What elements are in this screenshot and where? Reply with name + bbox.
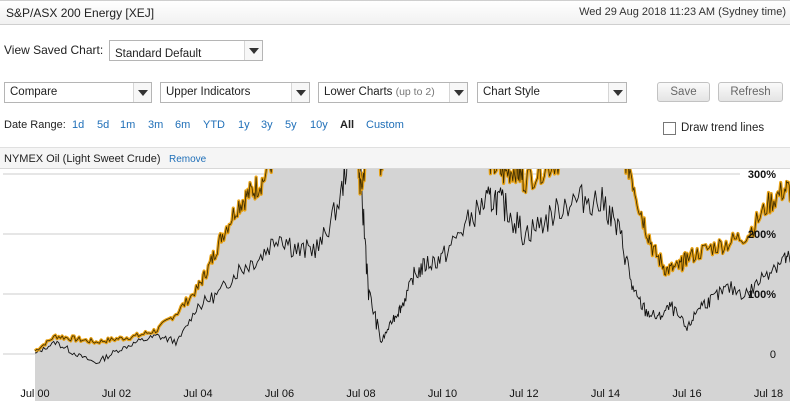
range-1y[interactable]: 1y [238, 119, 250, 131]
range-3y[interactable]: 3y [261, 119, 273, 131]
lower-charts-select[interactable]: Lower Charts (up to 2) [318, 82, 468, 103]
lower-charts-value: Lower Charts (up to 2) [324, 86, 435, 98]
range-5d[interactable]: 5d [97, 119, 110, 131]
timestamp: Wed 29 Aug 2018 11:23 AM (Sydney time) [579, 6, 786, 18]
save-button[interactable]: Save [657, 82, 710, 102]
x-tick-label: Jul 18 [754, 388, 783, 400]
compare-label: Compare [10, 86, 58, 98]
x-tick-label: Jul 16 [672, 388, 701, 400]
x-tick-label: Jul 04 [183, 388, 212, 400]
x-tick-label: Jul 08 [346, 388, 375, 400]
x-tick-label: Jul 02 [102, 388, 131, 400]
saved-chart-label: View Saved Chart: [4, 43, 104, 57]
energy-index-area [35, 169, 790, 401]
lower-charts-hint: (up to 2) [395, 86, 435, 98]
y-tick-label: 300% [748, 169, 776, 181]
range-3m[interactable]: 3m [148, 119, 164, 131]
chevron-down-icon [291, 83, 309, 102]
x-tick-label: Jul 10 [428, 388, 457, 400]
y-tick-label: 100% [748, 289, 776, 301]
lower-charts-label: Lower Charts [324, 86, 393, 98]
index-title: S&P/ASX 200 Energy [XEJ] [6, 6, 155, 20]
y-tick-label: 200% [748, 229, 776, 241]
range-1d[interactable]: 1d [72, 119, 85, 131]
x-tick-label: Jul 00 [20, 388, 49, 400]
saved-chart-value: Standard Default [115, 48, 202, 60]
comparison-name: NYMEX Oil (Light Sweet Crude) [4, 153, 161, 165]
refresh-button[interactable]: Refresh [718, 82, 783, 102]
title-bar: S&P/ASX 200 Energy [XEJ] Wed 29 Aug 2018… [0, 0, 790, 25]
chevron-down-icon [608, 83, 626, 102]
oil-price-line [34, 169, 790, 365]
remove-comparison-link[interactable]: Remove [169, 154, 207, 165]
comparison-header: NYMEX Oil (Light Sweet Crude) Remove [0, 147, 790, 169]
range-all[interactable]: All [340, 119, 355, 131]
compare-select[interactable]: Compare [4, 82, 152, 103]
range-10y[interactable]: 10y [310, 119, 328, 131]
date-range-label: Date Range: [4, 119, 66, 131]
chart-style-label: Chart Style [483, 86, 540, 98]
chart-toolbar: Compare Upper Indicators Lower Charts (u… [0, 82, 790, 104]
range-5y[interactable]: 5y [285, 119, 297, 131]
range-1m[interactable]: 1m [120, 119, 136, 131]
chevron-down-icon [133, 83, 151, 102]
x-axis-labels: Jul 00 Jul 02 Jul 04 Jul 06 Jul 08 Jul 10 Jul … [20, 388, 783, 400]
trend-lines-checkbox[interactable] [663, 122, 676, 135]
range-ytd[interactable]: YTD [203, 119, 225, 131]
range-custom[interactable]: Custom [366, 119, 404, 131]
upper-indicators-select[interactable]: Upper Indicators [160, 82, 310, 103]
x-tick-label: Jul 06 [265, 388, 294, 400]
trend-lines-label: Draw trend lines [681, 122, 765, 134]
energy-index-line-edge [34, 169, 790, 352]
saved-chart-select[interactable]: Standard Default [109, 40, 263, 61]
x-tick-label: Jul 14 [591, 388, 620, 400]
range-6m[interactable]: 6m [175, 119, 191, 131]
y-tick-label: 0 [770, 349, 776, 361]
x-tick-label: Jul 12 [509, 388, 538, 400]
chart-style-select[interactable]: Chart Style [477, 82, 627, 103]
chevron-down-icon [449, 83, 467, 102]
chevron-down-icon [244, 41, 262, 60]
upper-indicators-label: Upper Indicators [166, 86, 251, 98]
